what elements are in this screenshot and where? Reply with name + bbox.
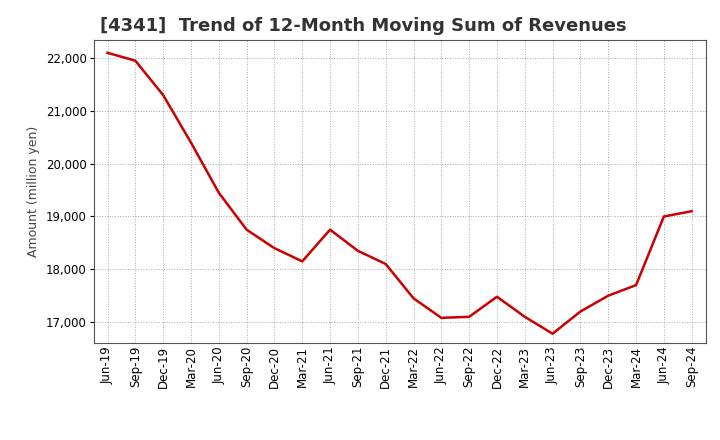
Text: [4341]  Trend of 12-Month Moving Sum of Revenues: [4341] Trend of 12-Month Moving Sum of R… xyxy=(99,17,626,35)
Y-axis label: Amount (million yen): Amount (million yen) xyxy=(27,126,40,257)
